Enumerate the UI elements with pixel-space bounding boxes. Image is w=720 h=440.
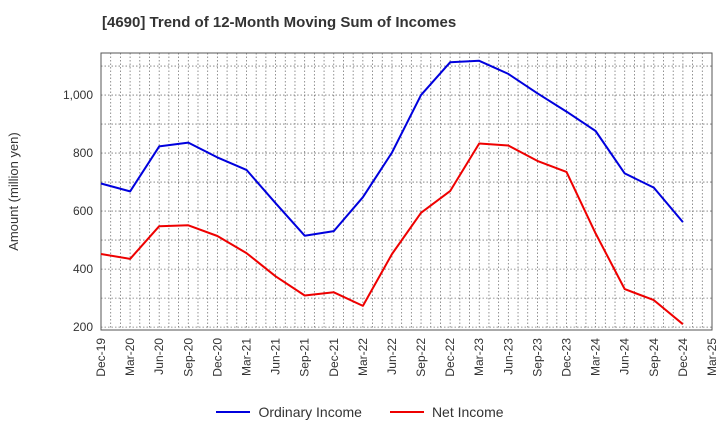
legend-label-ordinary-income: Ordinary Income — [258, 404, 362, 420]
x-tick-label: Mar-21 — [239, 338, 253, 376]
legend-swatch-net-income — [389, 411, 424, 413]
series-layer — [100, 59, 684, 325]
x-tick-label: Mar-22 — [356, 338, 370, 376]
y-tick-label: 800 — [73, 146, 93, 160]
x-tick-labels: Dec-19 Mar-20 Jun-20 Sep-20 Dec-20 Mar-21 Jun-… — [94, 338, 719, 377]
legend-item-net-income: Net Income — [389, 404, 504, 420]
series-line-net-income — [100, 142, 684, 325]
y-axis-title: Amount (million yen) — [6, 132, 21, 251]
legend-swatch-ordinary-income — [216, 411, 251, 413]
x-tick-label: Jun-23 — [501, 338, 515, 375]
grid-layer — [100, 53, 712, 330]
y-tick-labels: 200 400 600 800 1,000 — [63, 88, 93, 334]
x-tick-label: Sep-23 — [530, 338, 544, 377]
x-tick-label: Mar-20 — [123, 338, 137, 376]
x-tick-label: Dec-21 — [327, 338, 341, 377]
x-tick-label: Mar-23 — [472, 338, 486, 376]
series-line-ordinary-income — [100, 59, 684, 237]
x-tick-label: Mar-25 — [705, 338, 719, 376]
x-tick-label: Sep-24 — [647, 338, 661, 377]
x-tick-label: Dec-20 — [210, 338, 224, 377]
x-tick-label: Sep-22 — [414, 338, 428, 377]
y-tick-label: 600 — [73, 204, 93, 218]
x-tick-label: Jun-20 — [152, 338, 166, 375]
chart-title: [4690] Trend of 12-Month Moving Sum of I… — [102, 14, 457, 31]
y-tick-label: 200 — [73, 320, 93, 334]
x-tick-label: Sep-21 — [298, 338, 312, 377]
legend: Ordinary Income Net Income — [0, 404, 720, 420]
x-tick-label: Jun-22 — [385, 338, 399, 375]
y-tick-label: 1,000 — [63, 88, 93, 102]
x-tick-label: Dec-24 — [676, 338, 690, 377]
y-tick-label: 400 — [73, 262, 93, 276]
x-tick-label: Dec-22 — [443, 338, 457, 377]
x-tick-label: Dec-19 — [94, 338, 108, 377]
plot-frame — [100, 52, 713, 331]
x-tick-label: Mar-24 — [589, 338, 603, 376]
x-tick-label: Dec-23 — [560, 338, 574, 377]
legend-label-net-income: Net Income — [431, 404, 504, 420]
x-tick-label: Jun-21 — [269, 338, 283, 375]
legend-item-ordinary-income: Ordinary Income — [216, 404, 362, 420]
x-tick-label: Jun-24 — [618, 338, 632, 375]
x-tick-label: Sep-20 — [181, 338, 195, 377]
